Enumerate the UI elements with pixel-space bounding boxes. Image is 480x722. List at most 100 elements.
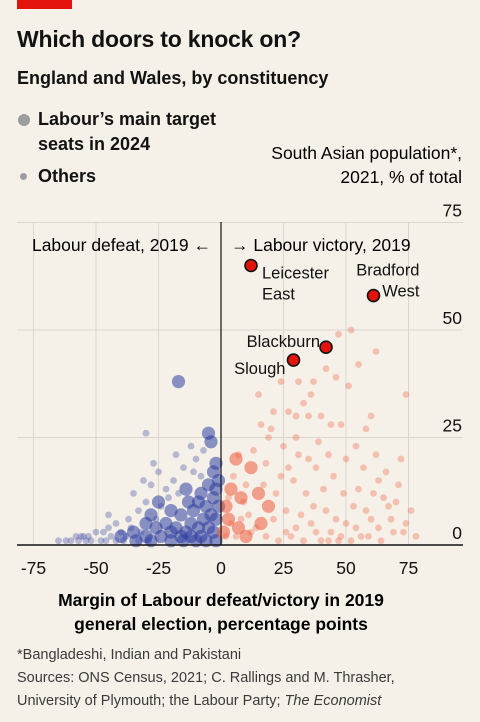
brand-red-bar <box>17 0 72 9</box>
data-point-target-seat <box>261 499 276 513</box>
data-point-other <box>62 537 70 545</box>
data-point-other <box>107 533 115 540</box>
data-point-other <box>315 438 322 446</box>
highlighted-point <box>366 288 381 303</box>
data-point-other <box>330 472 337 480</box>
data-point-other <box>180 464 187 471</box>
data-point-other <box>147 481 155 489</box>
data-point-other <box>355 361 362 368</box>
data-point-other <box>347 537 355 545</box>
data-point-other <box>397 455 405 463</box>
data-point-other <box>400 528 407 536</box>
data-point-target-seat <box>171 375 186 389</box>
data-point-other <box>302 490 310 497</box>
highlighted-point-label: Bradford <box>356 262 419 280</box>
data-point-other <box>362 507 370 514</box>
data-point-other <box>312 464 320 471</box>
data-point-other <box>290 477 297 484</box>
data-point-other <box>322 365 330 373</box>
data-point-target-seat <box>231 521 246 535</box>
data-point-target-seat <box>114 529 128 544</box>
data-point-other <box>357 533 365 540</box>
data-point-target-seat <box>234 491 248 505</box>
y-tick-label: 50 <box>443 308 463 328</box>
data-point-other <box>385 502 392 510</box>
data-point-other <box>170 477 177 484</box>
data-point-other <box>305 455 312 463</box>
data-point-target-seat <box>209 512 223 526</box>
highlighted-point <box>244 258 258 273</box>
data-point-other <box>407 507 415 514</box>
x-tick-label: 75 <box>399 558 418 578</box>
data-point-other <box>265 434 272 441</box>
data-point-target-seat <box>129 534 143 548</box>
data-point-other <box>345 382 352 390</box>
y-axis-label-line1: South Asian population*, <box>271 143 462 163</box>
data-point-other <box>282 528 290 536</box>
data-point-other <box>135 507 142 514</box>
data-point-other <box>155 468 162 476</box>
data-point-other <box>307 520 315 527</box>
data-point-other <box>392 498 400 506</box>
annotation-labour-victory: → Labour victory, 2019 <box>231 235 411 255</box>
data-point-other <box>140 477 147 484</box>
data-point-other <box>85 533 92 540</box>
data-point-target-seat <box>186 504 201 518</box>
footnote-sources: Sources: ONS Census, 2021; C. Rallings a… <box>17 670 395 686</box>
data-point-other <box>362 425 370 433</box>
data-point-other <box>292 434 300 441</box>
data-point-target-seat <box>179 482 193 496</box>
data-point-other <box>262 533 270 540</box>
data-point-other <box>270 408 277 416</box>
data-point-other <box>105 511 112 519</box>
x-axis-label-line1: Margin of Labour defeat/victory in 2019 <box>58 590 384 610</box>
data-point-target-seat <box>224 482 238 496</box>
data-point-other <box>387 515 395 523</box>
data-point-other <box>310 502 317 510</box>
data-point-other <box>237 515 245 523</box>
x-tick-label: -25 <box>146 558 171 578</box>
data-point-other <box>250 447 257 454</box>
data-point-other <box>200 447 207 454</box>
chart-subtitle: England and Wales, by constituency <box>17 68 329 88</box>
data-point-other <box>370 490 377 497</box>
data-point-other <box>325 451 332 459</box>
y-tick-label: 25 <box>443 416 462 436</box>
data-point-other <box>312 528 320 536</box>
data-point-target-seat <box>164 504 178 518</box>
data-point-other <box>340 490 347 497</box>
chart-title: Which doors to knock on? <box>17 26 301 52</box>
legend-item-others: Others <box>17 164 96 189</box>
data-point-other <box>317 412 325 420</box>
data-point-other <box>75 537 82 545</box>
data-point-other <box>100 528 107 536</box>
data-point-target-seat <box>176 534 191 548</box>
data-point-other <box>225 494 232 502</box>
data-point-other <box>332 515 340 523</box>
data-point-other <box>285 464 292 471</box>
data-point-other <box>92 528 100 536</box>
y-tick-label: 0 <box>452 523 462 543</box>
data-point-other <box>187 442 195 450</box>
legend-small-dot-icon <box>20 173 27 180</box>
data-point-other <box>322 507 330 514</box>
highlighted-point <box>286 353 301 367</box>
data-point-other <box>377 537 385 545</box>
data-point-other <box>347 326 355 334</box>
x-tick-label: -75 <box>21 558 46 578</box>
data-point-other <box>272 490 280 497</box>
data-point-other <box>292 412 300 420</box>
footnote-definition: *Bangladeshi, Indian and Pakistani <box>17 647 242 663</box>
data-point-other <box>280 442 287 450</box>
data-point-other <box>77 533 85 540</box>
data-point-other <box>327 421 335 428</box>
data-point-target-seat <box>221 512 236 526</box>
data-point-other <box>150 459 157 467</box>
data-point-other <box>277 378 285 385</box>
data-point-other <box>282 507 290 514</box>
x-tick-label: 0 <box>216 558 226 578</box>
data-point-target-seat <box>216 525 231 539</box>
data-point-other <box>245 511 252 519</box>
data-point-other <box>395 481 402 489</box>
data-point-other <box>142 429 150 437</box>
